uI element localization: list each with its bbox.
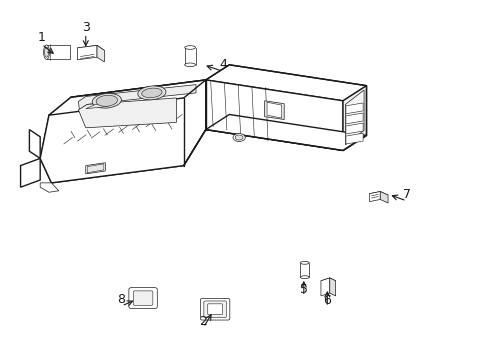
FancyBboxPatch shape bbox=[204, 301, 226, 318]
Polygon shape bbox=[78, 98, 176, 128]
Polygon shape bbox=[40, 141, 184, 183]
Polygon shape bbox=[97, 45, 104, 62]
Text: 4: 4 bbox=[219, 58, 227, 71]
Ellipse shape bbox=[185, 63, 196, 67]
Polygon shape bbox=[40, 98, 184, 158]
Polygon shape bbox=[346, 133, 363, 144]
Text: 8: 8 bbox=[118, 293, 125, 306]
Polygon shape bbox=[40, 80, 206, 183]
Polygon shape bbox=[321, 278, 330, 296]
Polygon shape bbox=[369, 192, 388, 197]
Polygon shape bbox=[206, 114, 367, 150]
Polygon shape bbox=[265, 101, 284, 120]
Polygon shape bbox=[380, 192, 388, 203]
FancyBboxPatch shape bbox=[129, 288, 157, 309]
Polygon shape bbox=[330, 278, 336, 296]
Text: 7: 7 bbox=[403, 188, 411, 201]
Text: 2: 2 bbox=[199, 315, 207, 328]
Polygon shape bbox=[267, 102, 282, 118]
Ellipse shape bbox=[233, 134, 245, 141]
Polygon shape bbox=[345, 90, 364, 145]
Text: 5: 5 bbox=[300, 283, 308, 296]
Polygon shape bbox=[346, 123, 363, 134]
FancyBboxPatch shape bbox=[208, 304, 222, 315]
Ellipse shape bbox=[185, 46, 196, 49]
Polygon shape bbox=[78, 85, 196, 110]
Polygon shape bbox=[343, 86, 367, 150]
Ellipse shape bbox=[45, 47, 49, 57]
Polygon shape bbox=[369, 192, 380, 202]
Ellipse shape bbox=[92, 94, 122, 108]
FancyBboxPatch shape bbox=[200, 298, 230, 320]
Ellipse shape bbox=[96, 95, 118, 106]
Ellipse shape bbox=[300, 261, 309, 264]
Polygon shape bbox=[29, 130, 40, 158]
Ellipse shape bbox=[300, 276, 309, 279]
Polygon shape bbox=[206, 80, 343, 150]
Ellipse shape bbox=[235, 135, 243, 140]
FancyBboxPatch shape bbox=[133, 291, 153, 305]
Polygon shape bbox=[206, 65, 367, 101]
Polygon shape bbox=[87, 164, 104, 173]
Polygon shape bbox=[346, 113, 363, 124]
Polygon shape bbox=[47, 45, 70, 59]
Text: 3: 3 bbox=[82, 21, 90, 33]
Polygon shape bbox=[49, 80, 206, 115]
Ellipse shape bbox=[44, 45, 49, 59]
Text: 6: 6 bbox=[323, 294, 331, 307]
Ellipse shape bbox=[142, 88, 162, 98]
Polygon shape bbox=[321, 278, 336, 284]
Polygon shape bbox=[77, 45, 104, 53]
Polygon shape bbox=[346, 103, 363, 114]
Polygon shape bbox=[86, 102, 117, 109]
Polygon shape bbox=[40, 183, 59, 192]
Polygon shape bbox=[21, 158, 40, 187]
Polygon shape bbox=[86, 163, 105, 174]
Ellipse shape bbox=[138, 86, 166, 100]
Polygon shape bbox=[77, 45, 97, 60]
Text: 1: 1 bbox=[38, 31, 46, 44]
